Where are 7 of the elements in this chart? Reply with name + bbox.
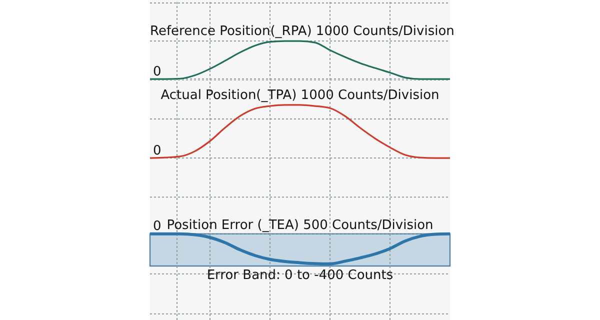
annotation: 0 bbox=[153, 64, 162, 80]
chart-title: Position Error (_TEA) 500 Counts/Division bbox=[166, 218, 434, 233]
chart-title: Reference Position(_RPA) 1000 Counts/Division bbox=[150, 24, 454, 39]
annotation: 0 bbox=[153, 219, 162, 234]
chart-title: Actual Position(_TPA) 1000 Counts/Division bbox=[160, 88, 440, 103]
band-label: Error Band: 0 to -400 Counts bbox=[206, 268, 394, 284]
annotation: 0 bbox=[153, 143, 162, 158]
